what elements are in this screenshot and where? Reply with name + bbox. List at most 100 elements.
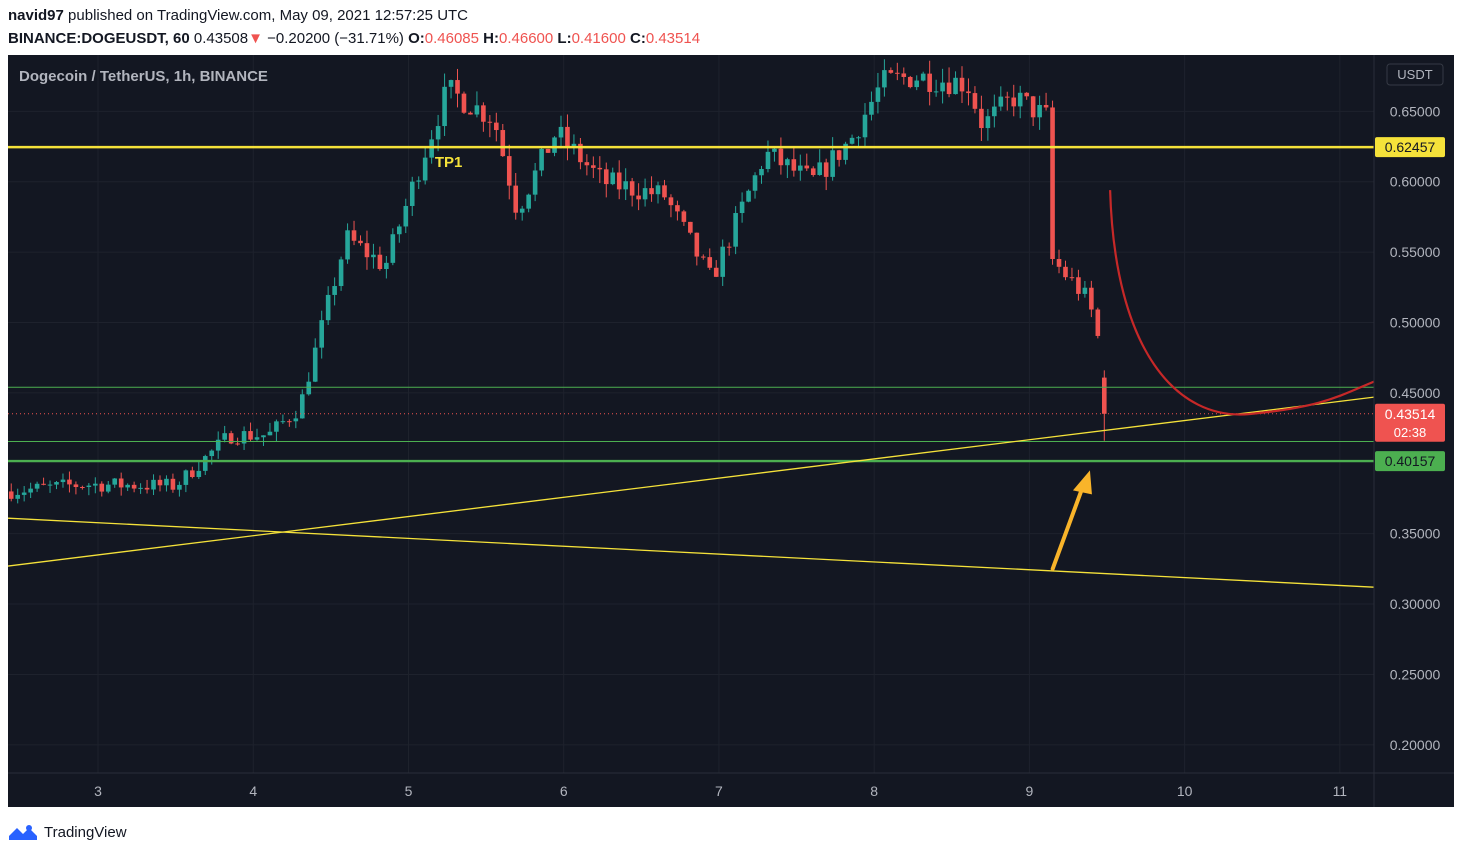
- candle-body: [112, 478, 118, 485]
- projection-curve: [1109, 190, 1375, 416]
- candle-body: [371, 254, 376, 258]
- price-label-box: [1375, 403, 1445, 442]
- author-name[interactable]: navid97: [8, 7, 64, 24]
- price-label-text: 0.62457: [1385, 139, 1436, 155]
- candle-body: [235, 443, 240, 445]
- candle-body: [933, 91, 939, 93]
- price-tick-label: 0.50000: [1390, 314, 1441, 330]
- candle-body: [519, 208, 525, 213]
- grid-lines: [8, 55, 1374, 773]
- candle-body: [435, 126, 441, 140]
- candle-body: [746, 190, 751, 202]
- candle-body: [351, 230, 357, 241]
- candle-body: [966, 91, 971, 94]
- time-tick-label: 5: [405, 783, 413, 799]
- candle-body: [772, 148, 777, 152]
- candle-body: [636, 195, 641, 200]
- time-axis[interactable]: 3 4 5 6 7 8 9 10 11: [94, 783, 1347, 799]
- price-axis[interactable]: 0.65000 0.60000 0.55000 0.50000 0.45000 0.350…: [1390, 103, 1441, 753]
- time-tick-label: 10: [1177, 783, 1193, 799]
- candle-body: [713, 267, 719, 277]
- candle-body: [377, 254, 383, 270]
- candle-body: [571, 143, 577, 147]
- candle-body: [603, 169, 609, 185]
- time-tick-label: 3: [94, 783, 102, 799]
- candle-body: [390, 234, 396, 263]
- candle-body: [856, 137, 861, 139]
- candle-body: [125, 484, 130, 488]
- candle-body: [623, 181, 628, 190]
- candle-body: [54, 482, 59, 485]
- candle-body: [325, 294, 331, 321]
- price-label-text: 0.43514: [1385, 406, 1436, 422]
- candle-body: [338, 259, 344, 287]
- arrow-head: [1072, 470, 1092, 495]
- candle-body: [183, 470, 189, 485]
- arrow-annotation: [1050, 470, 1092, 571]
- candle-body: [1063, 266, 1068, 278]
- candle-body: [384, 262, 389, 270]
- arrow-shaft: [1050, 484, 1085, 571]
- candle-body: [481, 105, 486, 122]
- candle-body: [170, 478, 176, 490]
- candle-body: [455, 80, 460, 94]
- currency-badge[interactable]: [1386, 63, 1444, 86]
- open-value: 0.46085: [424, 30, 479, 47]
- candle-body: [1011, 97, 1017, 107]
- candle-body: [280, 421, 286, 423]
- candle-body: [299, 394, 305, 419]
- tp1-label: TP1: [435, 154, 463, 171]
- candle-body: [21, 492, 27, 495]
- candle-body: [1050, 107, 1055, 260]
- candle-body: [888, 70, 894, 73]
- candle-body: [578, 143, 583, 163]
- candle-body: [209, 450, 215, 457]
- price-tick-label: 0.20000: [1390, 737, 1441, 753]
- candle-body: [468, 112, 473, 115]
- candle-body: [416, 180, 422, 182]
- candle-body: [629, 181, 635, 196]
- candle-body: [785, 159, 790, 166]
- candle-body: [461, 93, 467, 113]
- candle-body: [202, 456, 208, 471]
- footer: TradingView: [8, 820, 127, 844]
- price-chart[interactable]: TP1 Dogecoin / TetherUS, 1h, BINANCE USD…: [7, 55, 1454, 807]
- candle-body: [500, 130, 506, 157]
- candle-body: [545, 148, 551, 153]
- candle-body: [41, 483, 46, 485]
- candle-body: [558, 126, 564, 138]
- candle-body: [190, 470, 195, 477]
- candle-body: [668, 197, 674, 206]
- time-tick-label: 7: [715, 783, 723, 799]
- candle-body: [655, 185, 661, 195]
- candle-body: [823, 162, 829, 177]
- candle-body: [972, 93, 978, 109]
- candle-body: [798, 165, 803, 171]
- candle-body: [791, 159, 797, 171]
- candle-body: [739, 201, 745, 214]
- candle-body: [8, 491, 14, 499]
- chart-area[interactable]: TP1 Dogecoin / TetherUS, 1h, BINANCE USD…: [7, 55, 1454, 807]
- candle-body: [649, 188, 654, 195]
- candlesticks: [8, 59, 1107, 504]
- candle-body: [849, 137, 855, 144]
- candle-body: [67, 479, 72, 485]
- close-value: 0.43514: [645, 30, 701, 47]
- candle-body: [474, 105, 480, 115]
- candle-body: [733, 213, 738, 247]
- candle-body: [688, 221, 693, 233]
- candle-body: [1037, 104, 1042, 118]
- open-label: O:: [408, 30, 425, 47]
- candle-body: [539, 148, 544, 171]
- candle-body: [752, 175, 758, 191]
- last-price: 0.43508: [193, 30, 249, 47]
- candle-body: [927, 73, 932, 92]
- price-labels: 0.62457 0.43514 02:38 0.40157: [1375, 137, 1445, 472]
- candle-body: [700, 256, 706, 258]
- candle-body: [992, 106, 997, 117]
- candle-body: [215, 439, 221, 451]
- trend-line: [7, 396, 1375, 567]
- candle-body: [843, 143, 848, 160]
- candle-body: [487, 121, 493, 123]
- tradingview-brand[interactable]: TradingView: [44, 823, 127, 841]
